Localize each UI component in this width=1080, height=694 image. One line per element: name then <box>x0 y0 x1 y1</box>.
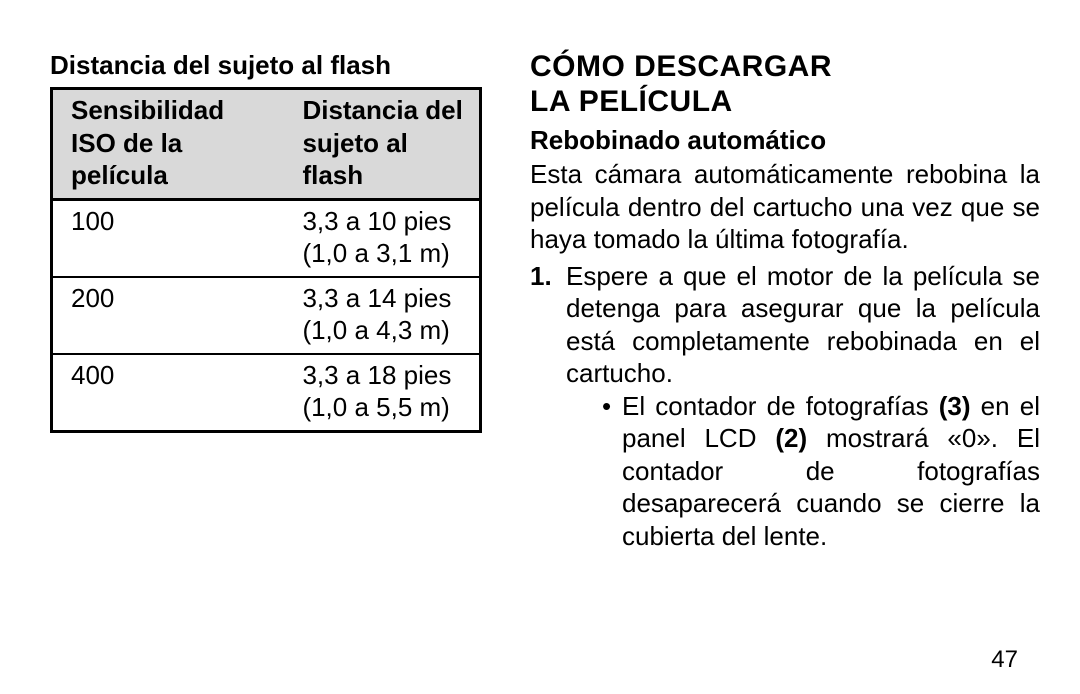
section-title-line2: LA PELÍCULA <box>530 85 733 118</box>
cell-iso: 200 <box>52 277 285 354</box>
cell-iso: 400 <box>52 354 285 432</box>
table-header-iso: Sensibilidad ISO de la película <box>52 89 285 200</box>
bullet-item: El contador de fotografías (3) en el pan… <box>566 390 1040 553</box>
right-column: CÓMO DESCARGAR LA PELÍCULA Rebobinado au… <box>520 50 1040 674</box>
table-row: 100 3,3 a 10 pies (1,0 a 3,1 m) <box>52 199 481 277</box>
cell-dist: 3,3 a 10 pies (1,0 a 3,1 m) <box>284 199 480 277</box>
bullet-bold-ref1: (3) <box>939 391 971 421</box>
left-column: Distancia del sujeto al flash Sensibilid… <box>50 50 520 674</box>
steps-list: 1. Espere a que el motor de la película … <box>530 260 1040 553</box>
intro-paragraph: Esta cámara automáticamente rebobina la … <box>530 158 1040 256</box>
step-text: Espere a que el motor de la película se … <box>566 261 1040 389</box>
page-number: 47 <box>991 646 1018 674</box>
page-root: Distancia del sujeto al flash Sensibilid… <box>0 0 1080 694</box>
step-item: 1. Espere a que el motor de la película … <box>530 260 1040 553</box>
step-number: 1. <box>530 260 552 293</box>
cell-dist: 3,3 a 18 pies (1,0 a 5,5 m) <box>284 354 480 432</box>
cell-iso: 100 <box>52 199 285 277</box>
table-row: 400 3,3 a 18 pies (1,0 a 5,5 m) <box>52 354 481 432</box>
section-title-line1: CÓMO DESCARGAR <box>530 50 832 83</box>
section-title: CÓMO DESCARGAR LA PELÍCULA <box>530 50 1040 119</box>
subheading: Rebobinado automático <box>530 125 1040 156</box>
bullet-text-prefix: El contador de fotografías <box>622 391 939 421</box>
flash-distance-table: Sensibilidad ISO de la película Distanci… <box>50 87 482 433</box>
table-row: 200 3,3 a 14 pies (1,0 a 4,3 m) <box>52 277 481 354</box>
bullet-list: El contador de fotografías (3) en el pan… <box>566 390 1040 553</box>
cell-dist: 3,3 a 14 pies (1,0 a 4,3 m) <box>284 277 480 354</box>
bullet-bold-ref2: (2) <box>775 423 807 453</box>
table-title: Distancia del sujeto al flash <box>50 50 490 81</box>
table-header-distance: Distancia del sujeto al flash <box>284 89 480 200</box>
